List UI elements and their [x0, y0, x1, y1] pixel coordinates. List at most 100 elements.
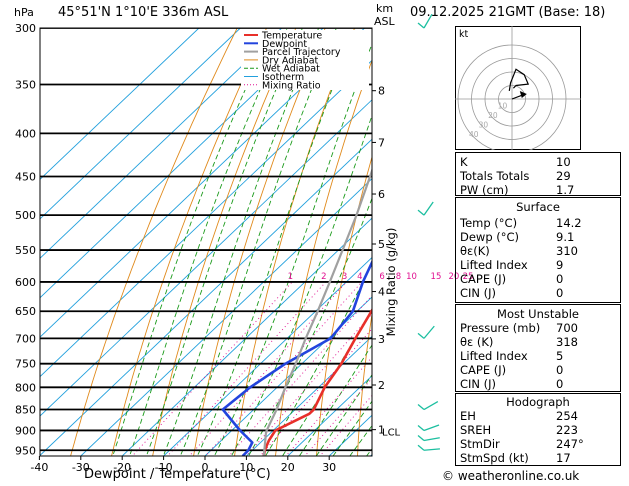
x-tick-label: 20: [281, 461, 295, 474]
wet-adiabat-line: [129, 28, 288, 456]
sfc-temp-value: 14.2: [556, 216, 582, 230]
mixing-ratio-label: 25: [463, 272, 474, 282]
pressure-unit: hPa: [14, 6, 34, 19]
pressure-tick-label: 850: [15, 404, 36, 417]
pw-value: 1.7: [556, 183, 575, 197]
storm-motion-vector: [511, 94, 524, 100]
pw-label: PW (cm): [460, 183, 509, 197]
mu-cin-label: CIN (J): [460, 377, 497, 391]
height-tick-label: 2: [378, 379, 385, 392]
height-tick-label: 1: [378, 424, 385, 437]
mixing-ratio-label: 10: [406, 272, 417, 282]
height-tick-label: 3: [378, 333, 385, 346]
most-unstable-box: Most Unstable Pressure (mb) 700 θε (K) 318…: [455, 304, 621, 392]
height-tick-label: 6: [378, 188, 385, 201]
wind-barb: [423, 400, 439, 411]
sreh-label: SREH: [460, 423, 492, 437]
legend-entry: Mixing Ratio: [262, 80, 321, 91]
plot-frame: [39, 27, 373, 457]
legend-entry: Parcel Trajectory: [262, 47, 341, 58]
wet-adiabat-line: [145, 28, 303, 456]
isotherm-line: [204, 296, 372, 456]
mu-pressure-value: 700: [556, 321, 578, 335]
mixing-ratio-label: 20: [448, 272, 459, 282]
wet-adiabat-line: [264, 262, 372, 456]
x-tick-label: 10: [239, 461, 253, 474]
dewpoint-profile: [221, 259, 372, 456]
indices-box: K 10 Totals Totals 29 PW (cm) 1.7: [455, 152, 621, 197]
surface-box: Surface Temp (°C) 14.2 Dewp (°C) 9.1 θε(K)…: [455, 197, 621, 303]
mixing-ratio-label: 15: [431, 272, 442, 282]
wind-barb-flag: [417, 424, 425, 431]
wet-adiabat-line: [315, 373, 372, 456]
dry-adiabat-line: [70, 28, 238, 456]
mu-li-label: Lifted Index: [460, 349, 528, 363]
hodo-title: Hodograph: [506, 395, 570, 409]
dry-adiabat-line: [315, 155, 372, 456]
legend-entry: Dry Adiabat: [262, 55, 319, 66]
mu-cin-value: 0: [556, 377, 564, 391]
copyright[interactable]: © weatheronline.co.uk: [442, 469, 579, 483]
height-tick-label: 7: [378, 136, 385, 149]
sfc-dewp-value: 9.1: [556, 230, 575, 244]
hodograph-ring-label: 30: [479, 121, 489, 130]
wet-adiabat-line: [112, 28, 274, 456]
wind-barb-flag: [417, 22, 425, 29]
sreh-value: 223: [556, 423, 578, 437]
storm-motion-arrowhead: [519, 90, 527, 98]
pressure-tick-label: 600: [15, 276, 36, 289]
isotherm-line: [246, 335, 372, 456]
x-tick-label: 30: [322, 461, 336, 474]
hodograph-kt-label: kt: [459, 29, 469, 40]
wet-adiabat-line: [162, 28, 320, 456]
hodograph-ring-label: 40: [469, 130, 479, 139]
sfc-dewp-label: Dewp (°C): [460, 230, 520, 244]
isotherm-line: [40, 59, 372, 378]
wind-barb: [423, 325, 435, 339]
pressure-tick-label: 900: [15, 424, 36, 437]
mu-thetae-label: θε (K): [460, 335, 494, 349]
pressure-tick-label: 450: [15, 171, 36, 184]
eh-label: EH: [460, 409, 476, 423]
wet-adiabat-line: [332, 400, 372, 456]
wind-barb-flag: [417, 434, 425, 441]
sfc-cin-label: CIN (J): [460, 286, 497, 300]
temperature-profile: [262, 307, 372, 456]
k-label: K: [460, 155, 468, 169]
dry-adiabat-line: [275, 59, 372, 456]
mu-cape-label: CAPE (J): [460, 363, 507, 377]
parcel-trajectory: [262, 167, 372, 456]
height-tick-label: 8: [378, 85, 385, 98]
sfc-temp-label: Temp (°C): [460, 216, 518, 230]
tt-label: Totals Totals: [460, 169, 530, 183]
x-tick-label: -20: [113, 461, 131, 474]
pressure-tick-label: 750: [15, 358, 36, 371]
wind-barb-flag: [417, 332, 425, 339]
stmdir-value: 247°: [556, 437, 584, 451]
hodograph-trace: [508, 68, 530, 91]
mu-title: Most Unstable: [497, 307, 579, 321]
isotherm-line: [40, 138, 372, 456]
pressure-tick-label: 700: [15, 332, 36, 345]
pressure-tick-label: 500: [15, 209, 36, 222]
mixing-ratio-axis-title: Mixing Ratio (g/kg): [384, 228, 398, 337]
height-tick-label: 4: [378, 286, 385, 299]
isotherm-line: [40, 28, 241, 220]
isotherm-line: [40, 28, 324, 299]
pressure-tick-label: 650: [15, 305, 36, 318]
k-value: 10: [556, 155, 571, 169]
mixing-ratio-label: 8: [396, 272, 401, 282]
hodograph-box: Hodograph EH 254 SREH 223 StmDir 247° StmSp…: [455, 393, 621, 466]
mixing-ratio-line: [188, 281, 347, 456]
wet-adiabat-line: [247, 197, 372, 456]
isotherm-line: [40, 28, 365, 338]
stability-table: K 10 Totals Totals 29 PW (cm) 1.7 Surface T…: [455, 152, 621, 466]
dry-adiabat-line: [111, 28, 268, 456]
height-tick-label: 5: [378, 238, 385, 251]
wind-barb-flag: [417, 444, 425, 451]
legend-entry: Temperature: [261, 31, 322, 42]
x-tick-label: -40: [30, 461, 48, 474]
eh-value: 254: [556, 409, 578, 423]
